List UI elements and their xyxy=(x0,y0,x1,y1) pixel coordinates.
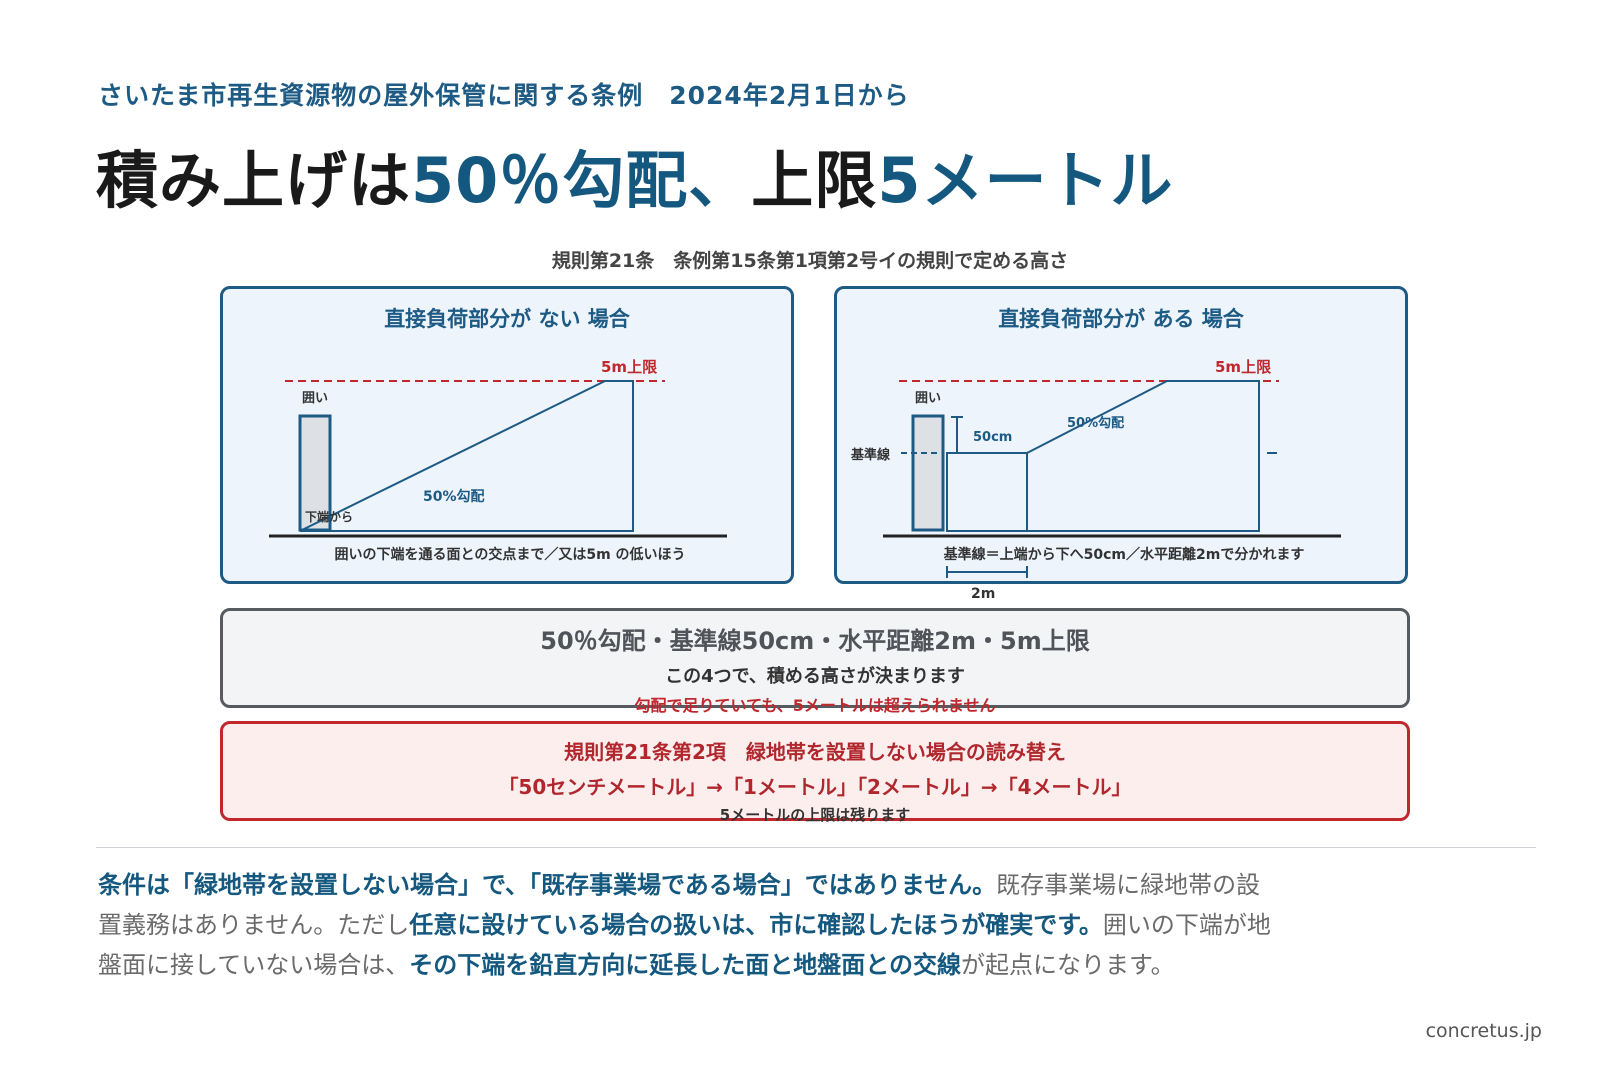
slope-label: 50%勾配 xyxy=(1067,415,1124,431)
headline-part-a: 積み上げは xyxy=(96,144,412,217)
fence-label: 囲い xyxy=(302,391,328,406)
fence-shape xyxy=(911,414,945,532)
note-s6: が起点になります。 xyxy=(961,951,1175,979)
bottom-label: 下端から xyxy=(305,509,353,524)
headline-part-b: 50％勾配、 xyxy=(411,144,752,217)
summary-warning: 勾配で足りていても、5メートルは超えられません xyxy=(634,696,996,715)
site-credit: concretus.jp xyxy=(1425,1020,1542,1042)
summary-box: 50％勾配・基準線50cm・水平距離2m・5m上限 この4つで、積める高さが決ま… xyxy=(220,608,1410,715)
pile-outline xyxy=(946,380,1260,532)
offset-label: 50cm xyxy=(973,430,1012,445)
panel-left-title: 直接負荷部分が ない 場合 xyxy=(384,307,630,331)
panel-right-title: 直接負荷部分が ある 場合 xyxy=(998,307,1244,331)
panel-no-direct-load: 直接負荷部分が ない 場合 5m上限 囲い 50%勾配 下端から 囲いの下端を通… xyxy=(220,286,794,584)
headline-part-c: 上限 xyxy=(751,144,878,217)
note-s3: 任意に設けている場合の扱いは、市に確認したほうが確実です。 xyxy=(409,911,1103,939)
note-s1: 条件は「緑地帯を設置しない場合」で、「既存事業場である場合」ではありません。 xyxy=(98,871,997,899)
alert-title: 規則第21条第2項 緑地帯を設置しない場合の読み替え xyxy=(564,740,1066,764)
divider xyxy=(96,847,1536,848)
limit-label: 5m上限 xyxy=(1215,358,1271,376)
diagram-no-direct-load: 5m上限 囲い 50%勾配 下端から 囲いの下端を通る面との交点まで／又は5m … xyxy=(269,358,727,563)
note-s5: その下端を鉛直方向に延長した面と地盤面との交線 xyxy=(409,951,962,979)
distance-label: 2m xyxy=(971,586,996,602)
subtitle: さいたま市再生資源物の屋外保管に関する条例 2024年2月1日から xyxy=(98,81,910,110)
fence-shape xyxy=(298,414,332,532)
panel-right-caption: 基準線＝上端から下へ50cm／水平距離2mで分かれます xyxy=(944,546,1305,563)
summary-main: 50％勾配・基準線50cm・水平距離2m・5m上限 xyxy=(540,627,1090,655)
alert-note: 5メートルの上限は残ります xyxy=(719,806,911,824)
pile-outline xyxy=(299,380,634,532)
panel-with-direct-load: 直接負荷部分が ある 場合 5m上限 囲い 基準線 50cm 50%勾配 基準線… xyxy=(834,286,1408,584)
alert-box: 規則第21条第2項 緑地帯を設置しない場合の読み替え 「50センチメートル」→「… xyxy=(220,721,1410,824)
fence-label: 囲い xyxy=(915,391,941,406)
summary-sub: この4つで、積める高さが決まります xyxy=(665,666,965,687)
diagram-with-direct-load: 5m上限 囲い 基準線 50cm 50%勾配 基準線＝上端から下へ50cm／水平… xyxy=(850,358,1341,578)
note-s2: 既存事業場に緑地帯の設置義務はありません。ただし xyxy=(98,871,1261,939)
baseline-label: 基準線 xyxy=(850,447,891,463)
note-s4: 囲いの下端が地盤面に接していない場合は、 xyxy=(98,911,1271,979)
rule-caption: 規則第21条 条例第15条第1項第2号イの規則で定める高さ xyxy=(551,250,1069,272)
explanation-text: 条件は「緑地帯を設置しない場合」で、「既存事業場である場合」ではありません。既存… xyxy=(98,865,1278,985)
limit-label: 5m上限 xyxy=(601,358,657,376)
slope-label: 50%勾配 xyxy=(423,488,485,505)
panel-left-caption: 囲いの下端を通る面との交点まで／又は5m の低いほう xyxy=(334,546,685,563)
alert-sub: 「50センチメートル」→「1メートル」「2メートル」→「4メートル」 xyxy=(498,775,1132,799)
page-title: 積み上げは50％勾配、上限5メートル xyxy=(96,130,1173,220)
headline-part-d: 5メートル xyxy=(877,144,1174,217)
